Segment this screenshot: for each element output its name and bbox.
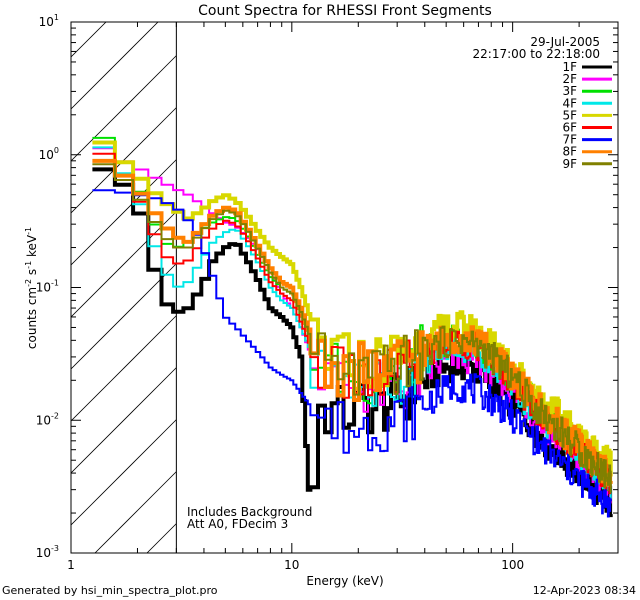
y-tick-exp: 1 (54, 13, 59, 22)
y-label-part: s (25, 269, 39, 279)
hatch-line (71, 211, 177, 318)
footer-generator: Generated by hsi_min_spectra_plot.pro (2, 584, 218, 597)
hatched-region (71, 0, 177, 553)
hatch-line (71, 419, 177, 526)
legend-label-6F: 6F (562, 121, 577, 135)
legend-label-3F: 3F (562, 84, 577, 98)
series-9F-line (92, 163, 612, 494)
y-tick-label: 10-3 (36, 544, 59, 560)
hatch-line (71, 22, 159, 110)
legend-label-9F: 9F (562, 157, 577, 171)
hatch-line (146, 523, 177, 553)
legend-label-2F: 2F (562, 72, 577, 86)
series-7F-line (92, 189, 612, 518)
y-tick-label: 100 (39, 146, 59, 162)
legend-label-8F: 8F (562, 145, 577, 159)
y-tick-base: 10 (36, 546, 51, 560)
y-tick-label: 10-1 (36, 279, 59, 295)
y-tick-base: 10 (39, 15, 54, 29)
x-tick-label: 10 (284, 558, 299, 572)
legend-label-4F: 4F (562, 96, 577, 110)
annotation-background: Includes Background (187, 505, 312, 519)
y-label-exp: -1 (24, 227, 33, 235)
y-tick-exp: -3 (51, 544, 59, 553)
y-tick-exp: -1 (51, 279, 59, 288)
y-label-exp: -2 (24, 279, 33, 287)
hatch-line (71, 22, 107, 58)
hatch-line (71, 315, 177, 422)
y-label-part: keV (25, 234, 39, 261)
time-range-label: 22:17:00 to 22:18:00 (473, 47, 600, 61)
series-1F-line (92, 167, 613, 518)
x-tick-label: 100 (501, 558, 524, 572)
x-axis-label: Energy (keV) (306, 574, 383, 588)
y-tick-exp: 0 (54, 146, 59, 155)
y-tick-base: 10 (36, 413, 51, 427)
annotation-attenuator: Att A0, FDecim 3 (187, 517, 288, 531)
y-label-exp: -1 (24, 261, 33, 269)
series-group (92, 136, 613, 518)
y-tick-label: 10-2 (36, 411, 59, 427)
y-label-part: counts cm (25, 287, 39, 349)
hatch-line (71, 263, 177, 370)
legend-label-1F: 1F (562, 60, 577, 74)
date-label: 29-Jul-2005 (530, 35, 600, 49)
y-tick-exp: -2 (51, 411, 59, 420)
y-axis-label: counts cm-2 s-1 keV-1 (24, 227, 39, 349)
legend-label-7F: 7F (562, 133, 577, 147)
chart-title: Count Spectra for RHESSI Front Segments (198, 3, 492, 19)
hatch-line (71, 55, 177, 162)
hatch-line (94, 471, 177, 553)
y-tick-base: 10 (36, 281, 51, 295)
y-tick-label: 101 (39, 13, 59, 29)
hatch-line (71, 367, 177, 474)
hatch-line (71, 0, 176, 5)
y-tick-base: 10 (39, 148, 54, 162)
x-tick-label: 1 (67, 558, 75, 572)
footer-timestamp: 12-Apr-2023 08:34 (533, 584, 636, 597)
legend-label-5F: 5F (562, 108, 577, 122)
